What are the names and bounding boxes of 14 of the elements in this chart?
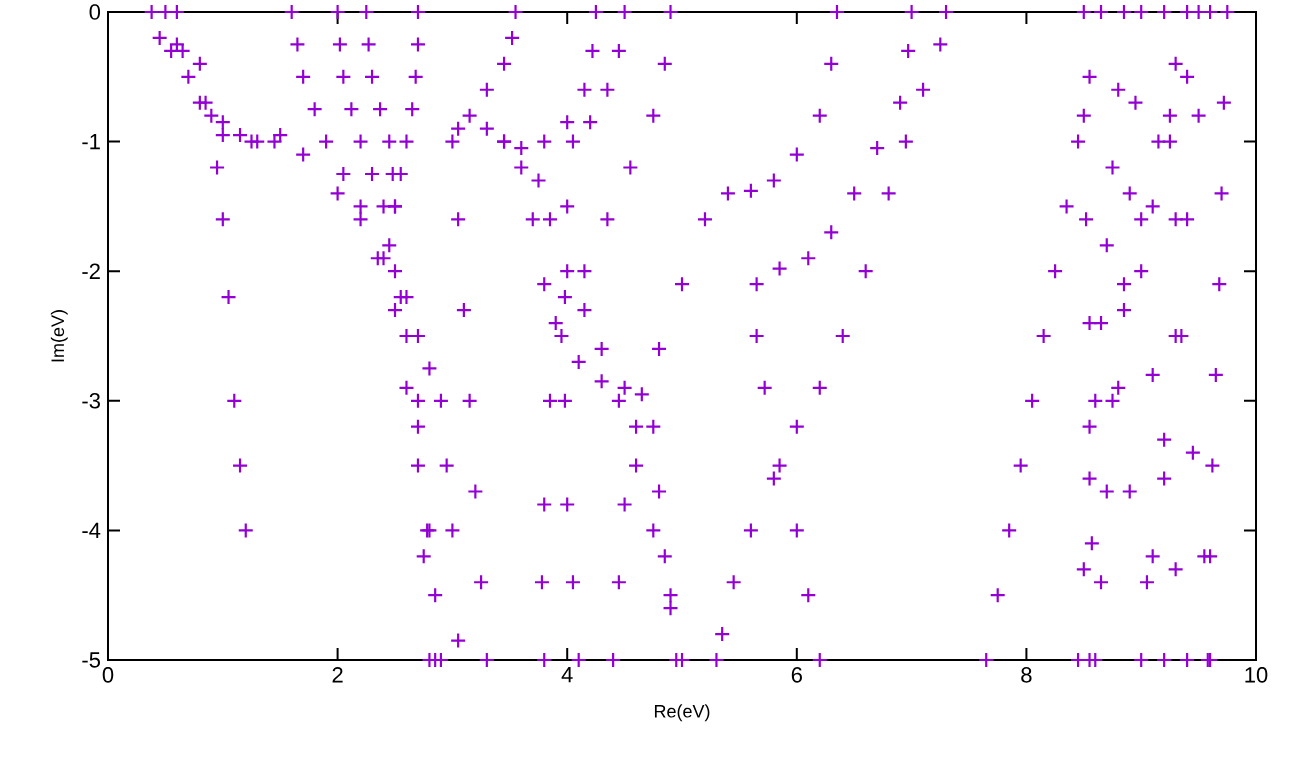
- y-tick-label: 0: [89, 4, 101, 20]
- y-tick-label: -5: [82, 652, 100, 668]
- y-tick-label: -4: [82, 522, 101, 538]
- x-tick-label: 10: [1245, 667, 1268, 683]
- x-tick-label: 4: [561, 667, 573, 683]
- x-tick-label: 0: [102, 667, 114, 683]
- x-tick-label: 2: [332, 667, 343, 683]
- x-tick-label: 6: [791, 667, 802, 683]
- y-tick-label: -2: [82, 263, 100, 279]
- x-axis-title: Re(eV): [654, 704, 710, 722]
- y-tick-label: -3: [82, 393, 100, 409]
- x-tick-label: 8: [1021, 667, 1032, 683]
- y-axis-title: Im(eV): [50, 310, 68, 362]
- y-tick-label: -1: [82, 134, 100, 150]
